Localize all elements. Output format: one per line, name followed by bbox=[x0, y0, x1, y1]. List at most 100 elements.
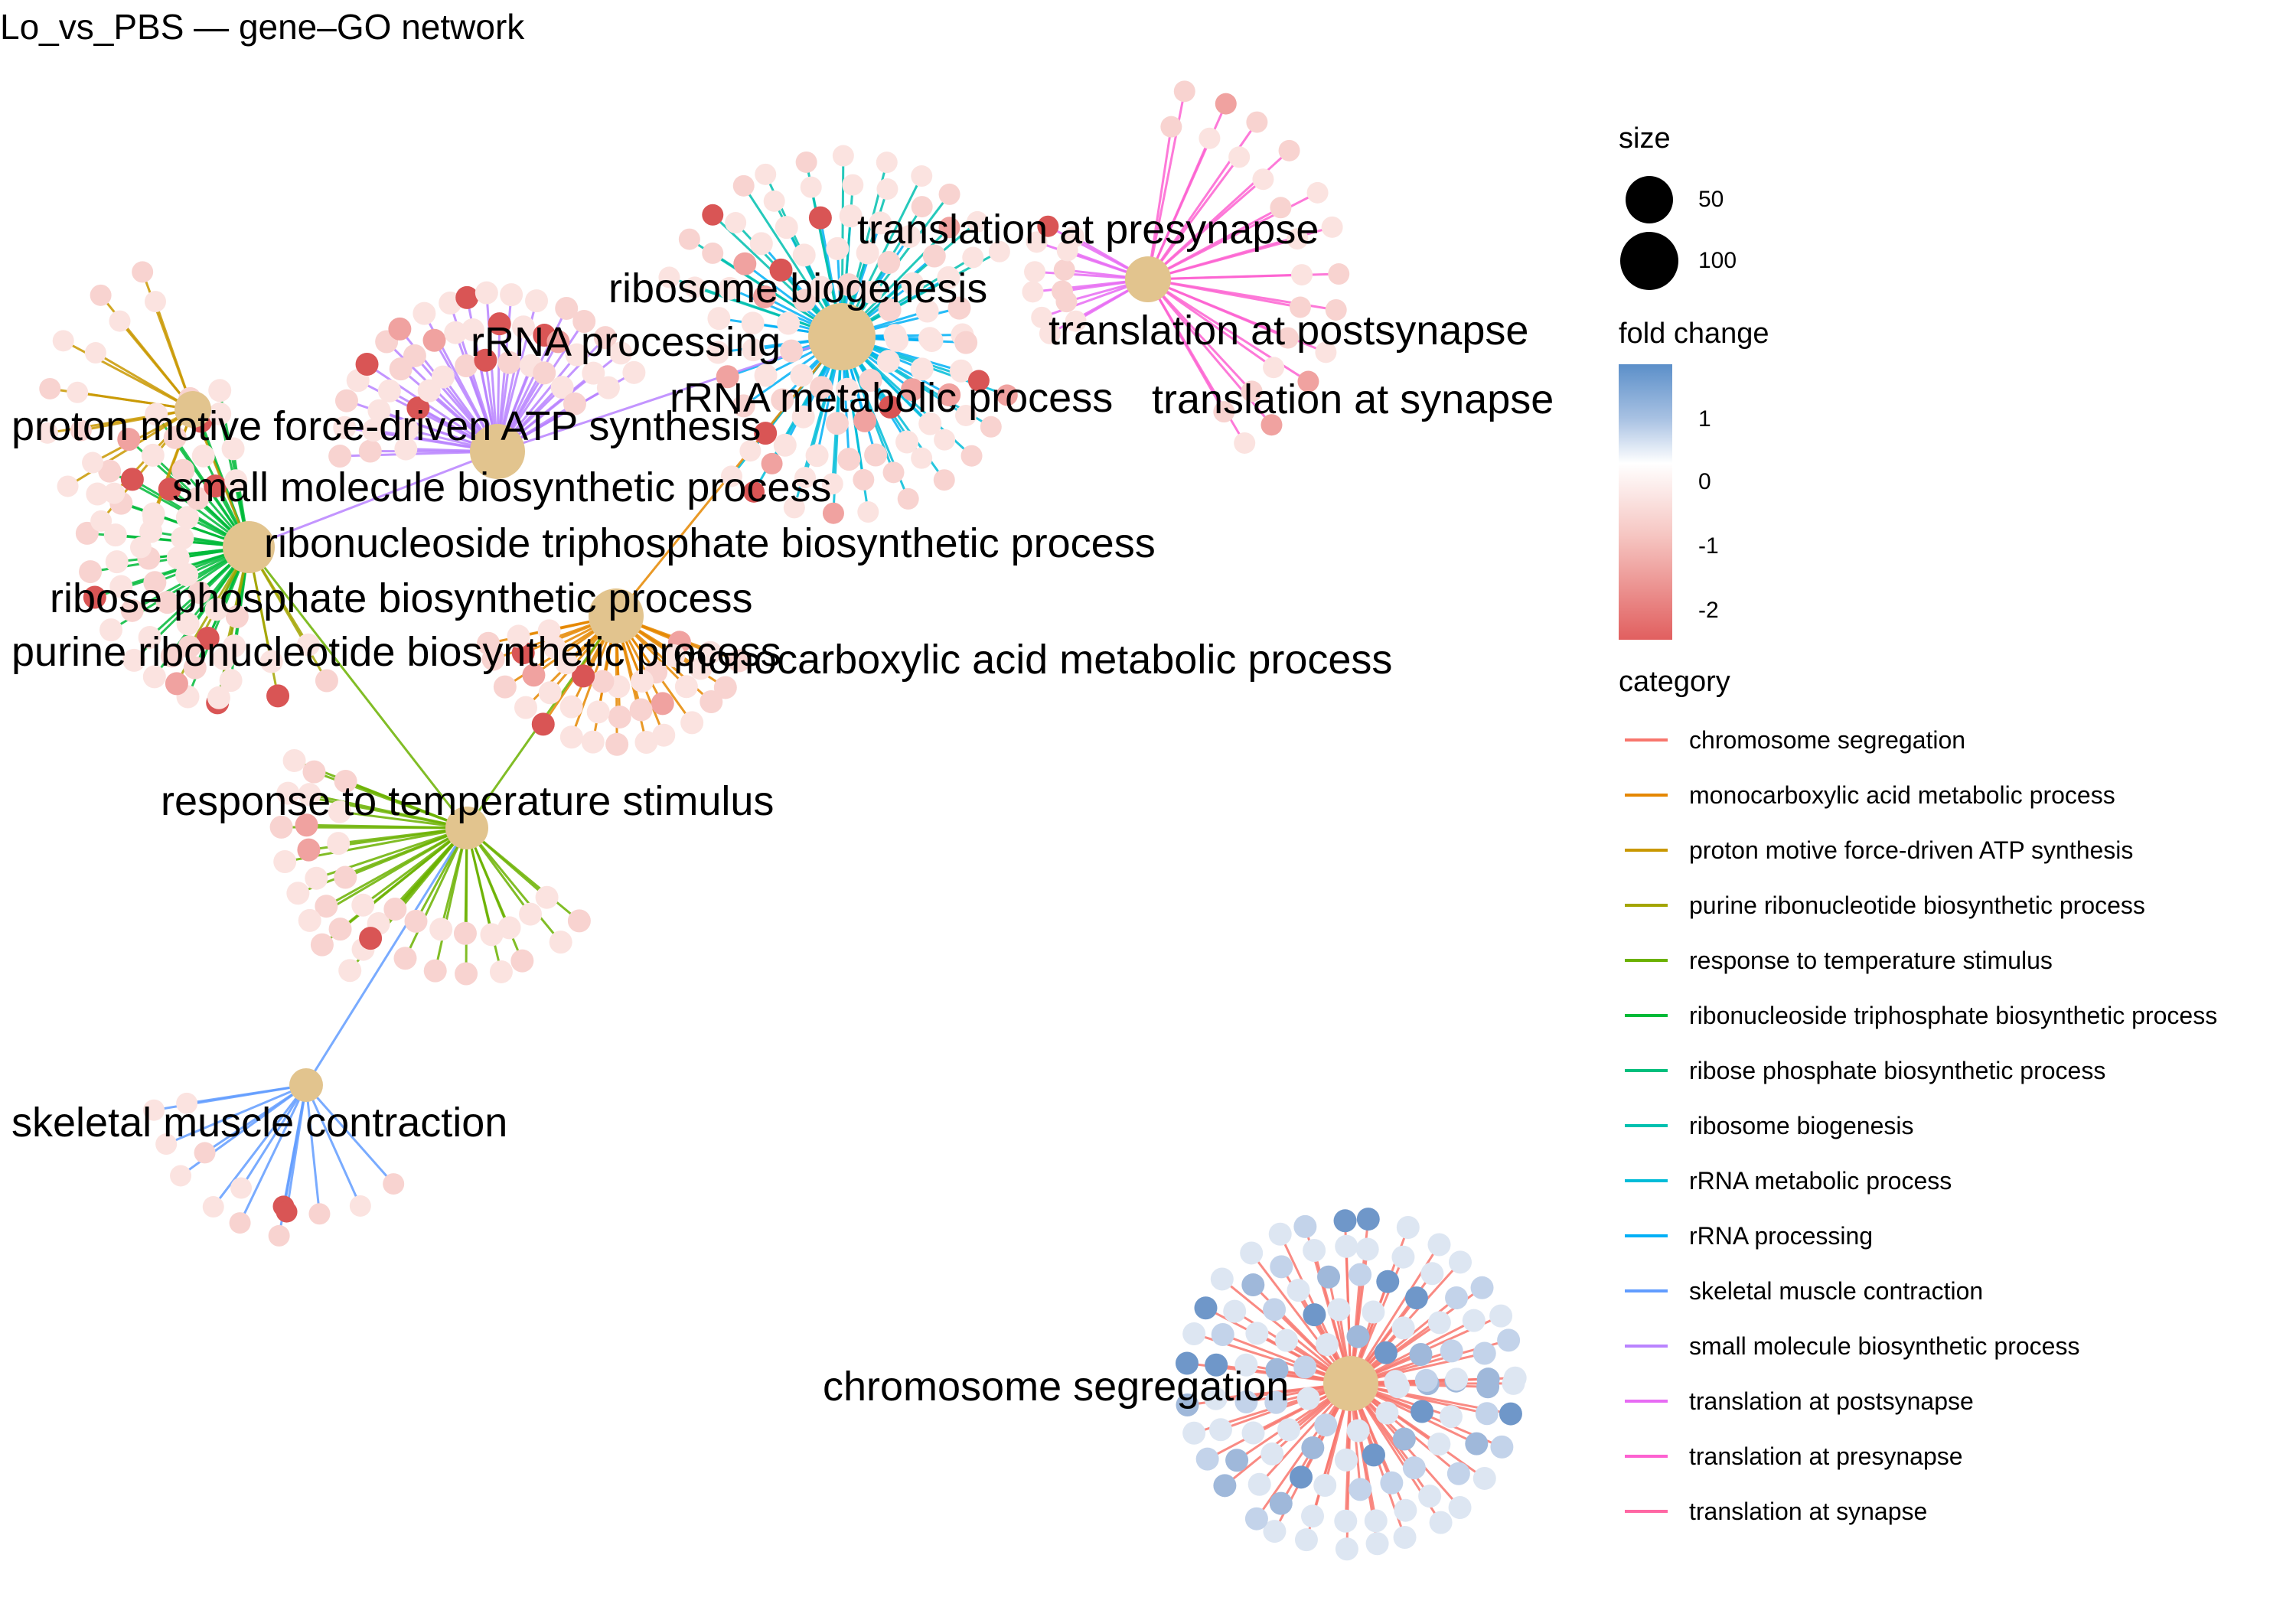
gene-node bbox=[605, 732, 629, 756]
gene-node bbox=[305, 866, 328, 890]
gene-node bbox=[918, 412, 942, 435]
gene-go-edge bbox=[285, 1084, 308, 1212]
gene-node bbox=[996, 384, 1018, 406]
gene-node bbox=[422, 328, 446, 352]
go-term-label: chromosome segregation bbox=[823, 1364, 1289, 1410]
gene-node bbox=[1301, 1436, 1325, 1460]
gene-node bbox=[1374, 1341, 1397, 1364]
gene-node bbox=[754, 363, 778, 387]
gene-node bbox=[117, 428, 141, 451]
gene-node bbox=[790, 363, 814, 387]
gene-node bbox=[296, 633, 320, 657]
gene-node bbox=[763, 190, 785, 212]
gene-node bbox=[755, 163, 777, 185]
gene-node bbox=[1380, 1471, 1404, 1495]
gene-node bbox=[1194, 1296, 1218, 1320]
gene-node bbox=[175, 506, 199, 530]
gene-node bbox=[1210, 1267, 1234, 1291]
gene-node bbox=[224, 469, 248, 493]
gene-node bbox=[143, 571, 167, 595]
gene-node bbox=[109, 310, 131, 332]
gene-node bbox=[1362, 1300, 1385, 1324]
gene-node bbox=[707, 307, 731, 331]
gene-node bbox=[1261, 1442, 1284, 1466]
gene-node bbox=[327, 832, 351, 856]
gene-node bbox=[876, 152, 898, 174]
gene-node bbox=[725, 212, 747, 234]
gene-node bbox=[1475, 1402, 1499, 1426]
gene-node bbox=[732, 174, 755, 197]
gene-node bbox=[879, 395, 902, 419]
gene-node bbox=[720, 465, 742, 487]
gene-node bbox=[338, 959, 362, 983]
gene-node bbox=[141, 443, 165, 467]
gene-node bbox=[567, 909, 591, 933]
fold-change-colorbar: 1 0 -1 -2 bbox=[1619, 364, 2292, 640]
gene-node bbox=[1205, 1353, 1228, 1377]
gene-node bbox=[444, 321, 468, 344]
gene-go-edge bbox=[212, 1084, 308, 1208]
gene-node bbox=[967, 370, 990, 392]
gene-node bbox=[145, 403, 168, 426]
gene-node bbox=[1294, 1528, 1318, 1552]
gene-node bbox=[328, 800, 351, 823]
gene-node bbox=[413, 302, 436, 325]
gene-node bbox=[1321, 216, 1343, 238]
gene-node bbox=[1275, 1328, 1299, 1352]
category-legend-item: translation at presynapse bbox=[1619, 1429, 2292, 1484]
gene-node bbox=[1429, 1511, 1453, 1534]
gene-node bbox=[596, 376, 620, 399]
category-color-line bbox=[1625, 1124, 1668, 1127]
gene-node bbox=[334, 389, 358, 412]
gene-node bbox=[586, 700, 610, 724]
gene-node bbox=[388, 317, 412, 341]
gene-go-edge bbox=[404, 827, 468, 959]
gene-go-edge bbox=[434, 827, 468, 971]
gene-node bbox=[334, 769, 357, 793]
gene-node bbox=[1445, 1367, 1469, 1391]
gene-node bbox=[1376, 1270, 1400, 1293]
gene-node bbox=[718, 276, 742, 300]
gene-node bbox=[876, 178, 899, 200]
gene-node bbox=[1365, 1532, 1389, 1556]
gene-node bbox=[1270, 197, 1292, 219]
gene-node bbox=[1315, 341, 1337, 363]
gene-node bbox=[1293, 1355, 1317, 1379]
gene-node bbox=[191, 444, 215, 468]
gene-node-layer bbox=[36, 80, 1527, 1561]
gene-node bbox=[178, 635, 201, 659]
gene-node bbox=[1265, 1358, 1289, 1381]
go-term-label: response to temperature stimulus bbox=[161, 778, 774, 824]
gene-node bbox=[537, 619, 561, 643]
gene-node bbox=[1396, 1216, 1420, 1240]
gene-node bbox=[800, 176, 822, 198]
gene-node bbox=[897, 487, 919, 510]
gene-node bbox=[489, 960, 513, 983]
gene-node bbox=[713, 676, 737, 699]
gene-node bbox=[461, 318, 484, 342]
gene-node bbox=[1065, 310, 1087, 332]
gene-node bbox=[1328, 263, 1350, 285]
gene-node bbox=[525, 289, 549, 313]
gene-node bbox=[1427, 1311, 1451, 1335]
category-color-line bbox=[1625, 904, 1668, 907]
gene-node bbox=[630, 670, 654, 693]
size-legend-label: 100 bbox=[1698, 248, 1737, 273]
gene-node bbox=[1465, 1432, 1489, 1455]
gene-node bbox=[658, 266, 680, 288]
fold-change-tick: 1 bbox=[1672, 406, 1711, 432]
gene-node bbox=[954, 331, 978, 354]
gene-node bbox=[1245, 1322, 1269, 1345]
category-legend-item: skeletal muscle contraction bbox=[1619, 1263, 2292, 1319]
gene-node bbox=[202, 1196, 224, 1218]
gene-node bbox=[57, 475, 79, 497]
gene-node bbox=[1315, 1333, 1339, 1357]
gene-node bbox=[791, 405, 815, 429]
go-term-label: monocarboxylic acid metabolic process bbox=[673, 637, 1392, 683]
gene-node bbox=[749, 232, 773, 256]
gene-node bbox=[52, 330, 74, 352]
gene-node bbox=[1349, 1263, 1372, 1286]
gene-node bbox=[175, 563, 199, 587]
gene-node bbox=[876, 350, 900, 373]
fold-change-tick: -2 bbox=[1672, 598, 1719, 624]
